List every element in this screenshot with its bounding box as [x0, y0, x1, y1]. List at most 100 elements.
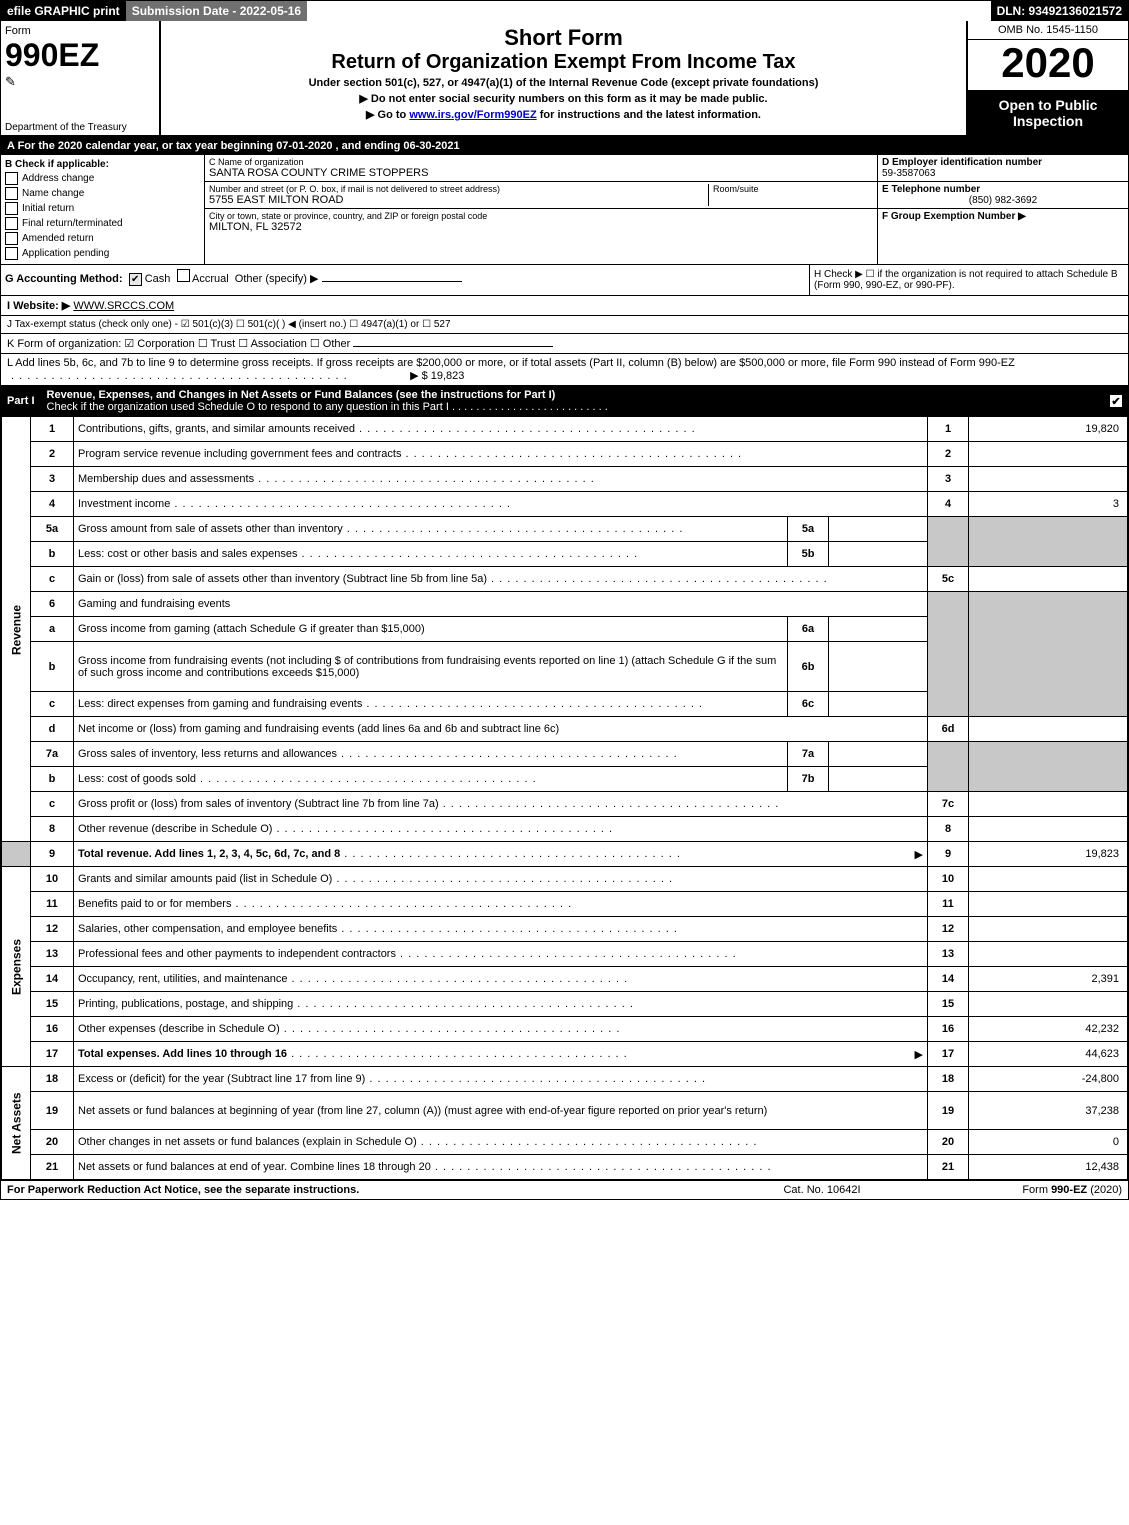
desc: Printing, publications, postage, and shi… [74, 992, 928, 1017]
desc-text: Net income or (loss) from gaming and fun… [78, 723, 559, 735]
desc-text: Investment income [78, 498, 170, 510]
b-opt-address-change[interactable]: Address change [5, 172, 200, 185]
desc: Benefits paid to or for members [74, 892, 928, 917]
table-row: d Net income or (loss) from gaming and f… [2, 717, 1128, 742]
dots [443, 798, 923, 810]
amount: 37,238 [969, 1092, 1128, 1130]
b-opt-pending[interactable]: Application pending [5, 247, 200, 260]
j-tax-exempt: J Tax-exempt status (check only one) - ☑… [1, 316, 1128, 334]
open-public: Open to Public Inspection [968, 91, 1128, 135]
rnum: 19 [928, 1092, 969, 1130]
rnum: 16 [928, 1017, 969, 1042]
form-header: Form 990EZ ✎ Department of the Treasury … [1, 21, 1128, 137]
dots [359, 423, 923, 435]
desc: Less: cost or other basis and sales expe… [74, 542, 788, 567]
amount: 3 [969, 492, 1128, 517]
side-spacer [2, 842, 31, 867]
desc: Gain or (loss) from sale of assets other… [74, 567, 928, 592]
checkbox-icon [5, 187, 18, 200]
g-other-input[interactable] [322, 281, 462, 282]
rnum: 11 [928, 892, 969, 917]
desc-text: Professional fees and other payments to … [78, 948, 396, 960]
desc-text: Printing, publications, postage, and shi… [78, 998, 293, 1010]
b-opt-amended[interactable]: Amended return [5, 232, 200, 245]
table-row: 12 Salaries, other compensation, and emp… [2, 917, 1128, 942]
checkbox-icon [5, 202, 18, 215]
c-street: Number and street (or P. O. box, if mail… [205, 182, 877, 209]
dept-treasury: Department of the Treasury [5, 122, 127, 133]
dots [200, 773, 783, 785]
dots [366, 698, 783, 710]
section-b: B Check if applicable: Address change Na… [1, 155, 205, 264]
lnum: 7a [31, 742, 74, 767]
rnum: 8 [928, 817, 969, 842]
dots [347, 523, 783, 535]
table-row: 8 Other revenue (describe in Schedule O)… [2, 817, 1128, 842]
i-label: I Website: ▶ [7, 300, 70, 312]
e-telephone: E Telephone number (850) 982-3692 [878, 182, 1128, 209]
c-name-value: SANTA ROSA COUNTY CRIME STOPPERS [209, 167, 873, 179]
desc-text: Less: direct expenses from gaming and fu… [78, 698, 362, 710]
form-container: efile GRAPHIC print Submission Date - 20… [0, 0, 1129, 1200]
lnum: 5a [31, 517, 74, 542]
table-row: 13 Professional fees and other payments … [2, 942, 1128, 967]
table-row: 6 Gaming and fundraising events [2, 592, 1128, 617]
side-revenue: Revenue [2, 417, 31, 842]
lnum: c [31, 792, 74, 817]
d-ein-value: 59-3587063 [882, 168, 1124, 179]
omb-number: OMB No. 1545-1150 [968, 21, 1128, 40]
c-street-value: 5755 EAST MILTON ROAD [209, 194, 500, 206]
form-number: 990EZ [5, 37, 155, 74]
l-text: L Add lines 5b, 6c, and 7b to line 9 to … [7, 357, 1015, 369]
rnum: 20 [928, 1130, 969, 1155]
b-opt-initial-return[interactable]: Initial return [5, 202, 200, 215]
b-opt-name-change[interactable]: Name change [5, 187, 200, 200]
table-row: 15 Printing, publications, postage, and … [2, 992, 1128, 1017]
amount: 19,823 [969, 842, 1128, 867]
table-row: 2 Program service revenue including gove… [2, 442, 1128, 467]
desc: Gross income from gaming (attach Schedul… [74, 617, 788, 642]
lnum: c [31, 692, 74, 717]
part-i-num: Part I [7, 395, 35, 407]
d-ein: D Employer identification number 59-3587… [878, 155, 1128, 182]
row-a-calendar: A For the 2020 calendar year, or tax yea… [1, 137, 1128, 155]
arrow-icon: ▶ [915, 848, 923, 861]
goto-line: ▶ Go to www.irs.gov/Form990EZ for instru… [165, 108, 962, 121]
desc-text: Program service revenue including govern… [78, 448, 401, 460]
lnum: 18 [31, 1067, 74, 1092]
g-label: G Accounting Method: [5, 273, 123, 285]
desc-text: Grants and similar amounts paid (list in… [78, 873, 332, 885]
b-opt-final-return[interactable]: Final return/terminated [5, 217, 200, 230]
k-text: K Form of organization: ☑ Corporation ☐ … [7, 338, 350, 350]
amount: 0 [969, 1130, 1128, 1155]
lnum: d [31, 717, 74, 742]
k-other-input[interactable] [353, 346, 553, 347]
amount: 12,438 [969, 1155, 1128, 1180]
lnum: 8 [31, 817, 74, 842]
amount [969, 442, 1128, 467]
d-ein-label: D Employer identification number [882, 157, 1124, 168]
footer-formref: Form 990-EZ (2020) [922, 1184, 1122, 1196]
desc: Professional fees and other payments to … [74, 942, 928, 967]
table-row: 14 Occupancy, rent, utilities, and maint… [2, 967, 1128, 992]
top-bar-spacer [307, 1, 990, 21]
rnum: 3 [928, 467, 969, 492]
goto-link[interactable]: www.irs.gov/Form990EZ [409, 109, 536, 121]
b-opt-label: Address change [22, 173, 94, 184]
top-bar: efile GRAPHIC print Submission Date - 20… [1, 1, 1128, 21]
lnum: 14 [31, 967, 74, 992]
g-accrual: Accrual [192, 273, 229, 285]
part-i-check[interactable]: ✔ [1110, 395, 1122, 407]
short-form-title: Short Form [165, 25, 962, 51]
checkbox-icon [5, 247, 18, 260]
i-website-value[interactable]: WWW.SRCCS.COM [73, 300, 174, 312]
desc-text: Contributions, gifts, grants, and simila… [78, 423, 355, 435]
info-grid: B Check if applicable: Address change Na… [1, 155, 1128, 265]
lnum: 20 [31, 1130, 74, 1155]
amount [969, 792, 1128, 817]
subvalue [829, 742, 928, 767]
table-row: 17 Total expenses. Add lines 10 through … [2, 1042, 1128, 1067]
rnum: 7c [928, 792, 969, 817]
amount: 42,232 [969, 1017, 1128, 1042]
table-row: c Gain or (loss) from sale of assets oth… [2, 567, 1128, 592]
